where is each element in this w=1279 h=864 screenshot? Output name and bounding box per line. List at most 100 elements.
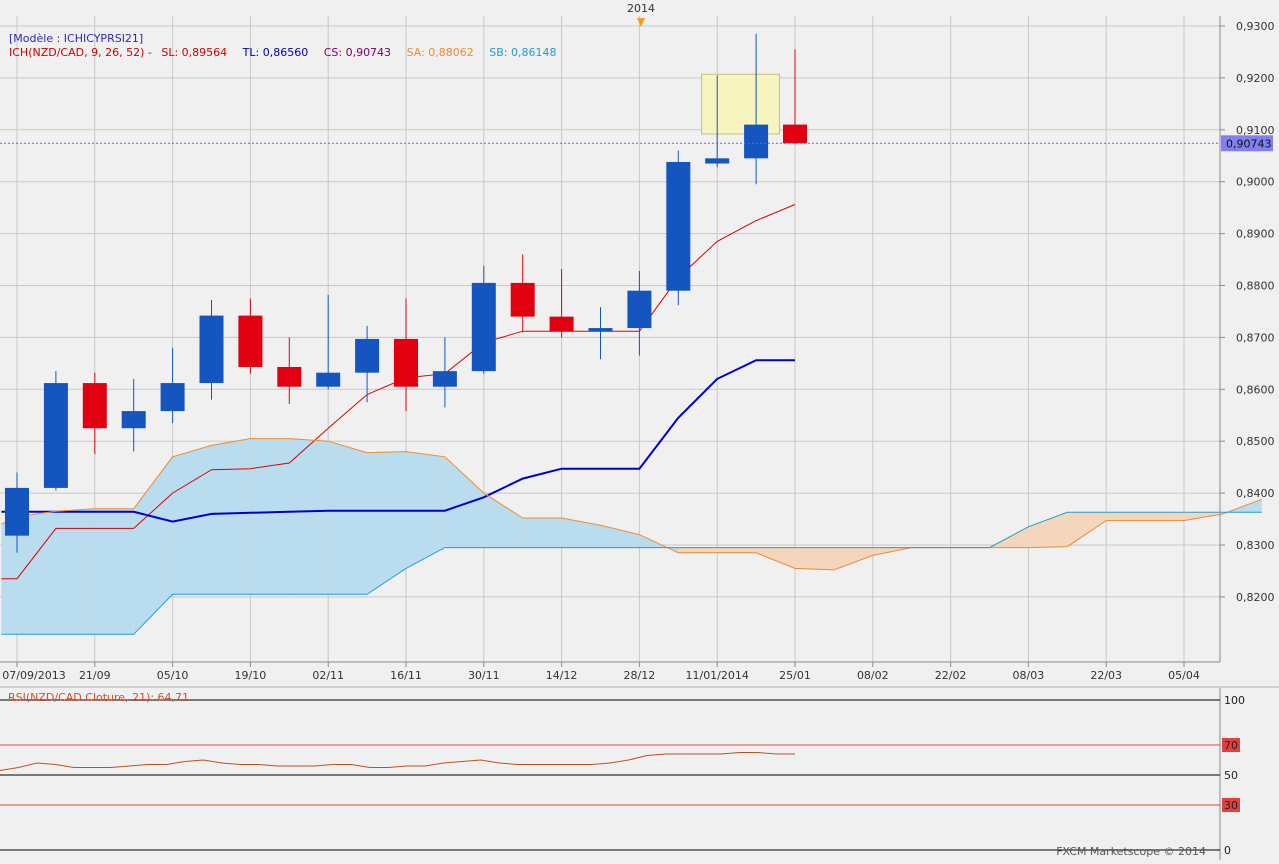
cloud-segment xyxy=(1106,512,1146,521)
x-tick-label: 30/11 xyxy=(468,669,500,682)
cloud-segment xyxy=(483,493,523,548)
candle[interactable] xyxy=(627,270,652,356)
candle-body xyxy=(5,487,29,536)
candle[interactable] xyxy=(160,347,185,424)
candle-body xyxy=(121,411,146,429)
cloud-segment xyxy=(172,445,212,595)
candle-body xyxy=(394,338,418,387)
x-tick-label: 22/02 xyxy=(935,669,967,682)
legend-ich: ICH(NZD/CAD, 9, 26, 52) - xyxy=(9,46,152,59)
tenkan-line xyxy=(1,204,796,580)
candle-body xyxy=(355,338,380,373)
cloud-segment xyxy=(678,547,718,553)
candle-body xyxy=(432,371,457,387)
candle-body xyxy=(238,315,263,367)
cloud-segment xyxy=(444,456,484,548)
y-tick-label: 0,8700 xyxy=(1236,331,1275,344)
cloud-segment xyxy=(833,547,873,570)
x-axis-ticks: 07/09/2013 21/09 05/10 19/10 02/11 16/11 30/11… xyxy=(2,662,1200,682)
x-tick-label: 11/01/2014 xyxy=(685,669,748,682)
candle[interactable] xyxy=(82,372,107,455)
candle[interactable] xyxy=(471,265,496,374)
current-price-badge xyxy=(1221,135,1273,152)
y-tick-label: 0,8400 xyxy=(1236,487,1275,500)
y-tick-label: 0,9000 xyxy=(1236,176,1275,189)
senkou-a-line xyxy=(1,438,1262,571)
candle[interactable] xyxy=(549,268,574,338)
x-tick-label: 22/03 xyxy=(1090,669,1122,682)
candle[interactable] xyxy=(277,337,302,404)
candle[interactable] xyxy=(666,150,691,306)
cloud-segment xyxy=(600,525,640,548)
y-tick-label: 0,9200 xyxy=(1236,72,1275,85)
candle[interactable] xyxy=(316,294,341,390)
year-marker-arrow xyxy=(637,18,645,27)
cloud-segment xyxy=(289,438,329,595)
rsi-levels: 100 70 50 30 0 xyxy=(0,694,1245,857)
cloud-segment xyxy=(717,547,757,553)
candle[interactable] xyxy=(199,300,224,400)
current-price-label: 0,90743 xyxy=(1226,137,1272,150)
x-tick-label: 08/03 xyxy=(1013,669,1045,682)
model-label: [Modèle : ICHICYPRSI21] xyxy=(9,32,143,45)
y-tick-label: 0,8500 xyxy=(1236,435,1275,448)
candle[interactable] xyxy=(121,378,146,452)
cloud-segment xyxy=(328,441,368,595)
cloud-segment xyxy=(561,518,601,548)
y-tick-label: 0,8600 xyxy=(1236,383,1275,396)
rsi-level-badge xyxy=(1222,798,1240,812)
cloud-segment xyxy=(367,451,406,595)
y-tick-label: 0,8800 xyxy=(1236,280,1275,293)
rsi-level-label: 30 xyxy=(1224,799,1238,812)
legend-cs: CS: 0,90743 xyxy=(324,46,391,59)
candle-body xyxy=(510,282,535,317)
cloud-segment xyxy=(522,518,562,548)
y-axis-ticks: 0,8200 0,8300 0,8400 0,8500 0,8600 0,8700 0,88… xyxy=(1220,20,1275,604)
candle[interactable] xyxy=(783,49,807,145)
kijun-line xyxy=(1,359,795,523)
cloud-segment xyxy=(1145,512,1184,521)
candle[interactable] xyxy=(510,254,535,333)
legend-sa: SA: 0,88062 xyxy=(407,46,474,59)
highlight-box xyxy=(701,73,780,135)
rsi-panel-bg xyxy=(0,688,1220,853)
x-tick-label: 19/10 xyxy=(235,669,267,682)
ichimoku-lines xyxy=(1,204,1262,635)
candle[interactable] xyxy=(705,75,730,168)
x-tick-label: 25/01 xyxy=(779,669,811,682)
x-tick-label: 05/04 xyxy=(1168,669,1200,682)
candle-body xyxy=(277,366,302,387)
cloud-segment xyxy=(1,516,17,635)
candle-body xyxy=(627,290,652,329)
ichimoku-cloud xyxy=(1,438,1262,635)
candle-body xyxy=(160,383,185,412)
x-tick-label: 21/09 xyxy=(79,669,111,682)
legend-line: ICH(NZD/CAD, 9, 26, 52) - SL: 0,89564 TL… xyxy=(9,46,557,59)
y-tick-label: 0,9300 xyxy=(1236,20,1275,33)
candle[interactable] xyxy=(5,472,29,553)
candle[interactable] xyxy=(238,298,263,374)
candle-body xyxy=(744,124,769,159)
x-tick-label: 07/09/2013 xyxy=(2,669,65,682)
y-tick-label: 0,8300 xyxy=(1236,539,1275,552)
x-tick-label: 14/12 xyxy=(546,669,578,682)
candle[interactable] xyxy=(394,298,418,412)
x-tick-label: 16/11 xyxy=(390,669,422,682)
rsi-level-label: 0 xyxy=(1224,844,1231,857)
rsi-level-badge xyxy=(1222,738,1240,752)
x-tick-label: 08/02 xyxy=(857,669,889,682)
candle[interactable] xyxy=(43,371,68,491)
x-tick-label: 05/10 xyxy=(157,669,189,682)
legend-tl: TL: 0,86560 xyxy=(242,46,309,59)
legend-sb: SB: 0,86148 xyxy=(489,46,556,59)
candle[interactable] xyxy=(355,325,380,403)
candles[interactable] xyxy=(5,33,807,553)
candle[interactable] xyxy=(432,337,457,408)
cloud-segment xyxy=(55,508,95,635)
candle[interactable] xyxy=(744,33,769,185)
cloud-segment xyxy=(94,508,134,635)
cloud-segment xyxy=(1028,512,1068,548)
candle[interactable] xyxy=(588,307,613,360)
year-marker: 2014 xyxy=(627,2,655,15)
